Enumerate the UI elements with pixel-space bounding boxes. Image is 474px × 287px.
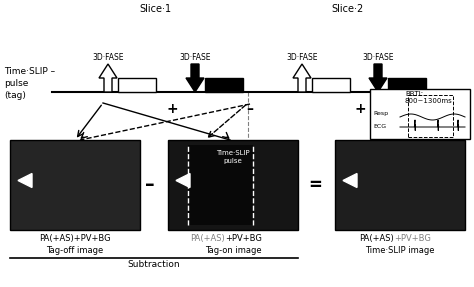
Bar <box>205 78 243 92</box>
Text: Time·SLIP –
pulse
(tag): Time·SLIP – pulse (tag) <box>4 67 55 100</box>
Text: 3D·FASE: 3D·FASE <box>179 53 211 62</box>
Text: Slice·1: Slice·1 <box>139 4 171 14</box>
Text: –: – <box>145 175 155 195</box>
Polygon shape <box>186 64 204 92</box>
Text: –: – <box>246 102 254 116</box>
Bar <box>168 140 298 230</box>
Bar <box>10 140 140 230</box>
Polygon shape <box>176 174 190 187</box>
Text: Time·SLIP image: Time·SLIP image <box>365 246 435 255</box>
Text: PA(+AS)+PV+BG: PA(+AS)+PV+BG <box>39 234 111 243</box>
Text: Slice·2: Slice·2 <box>332 4 364 14</box>
Bar <box>335 140 465 230</box>
Bar <box>118 78 156 92</box>
Text: +PV+BG: +PV+BG <box>394 234 431 243</box>
Bar <box>408 95 453 137</box>
Polygon shape <box>369 64 387 92</box>
Polygon shape <box>343 174 357 187</box>
Text: 3D·FASE: 3D·FASE <box>92 53 124 62</box>
Text: Resp: Resp <box>373 110 388 115</box>
Text: 3D·FASE: 3D·FASE <box>286 53 318 62</box>
Polygon shape <box>18 174 32 187</box>
Text: +: + <box>166 102 178 116</box>
Bar <box>370 89 470 139</box>
Bar <box>312 78 350 92</box>
Bar <box>188 145 253 225</box>
Text: =: = <box>308 176 322 194</box>
Text: ECG: ECG <box>373 125 386 129</box>
Text: +PV+BG: +PV+BG <box>225 234 262 243</box>
Text: PA(+AS): PA(+AS) <box>359 234 394 243</box>
Text: Time·SLIP
pulse: Time·SLIP pulse <box>216 150 250 164</box>
Text: 3D·FASE: 3D·FASE <box>362 53 394 62</box>
Polygon shape <box>293 64 311 92</box>
Text: PA(+AS): PA(+AS) <box>190 234 225 243</box>
Polygon shape <box>99 64 117 92</box>
Text: BBTI:
800~1300ms: BBTI: 800~1300ms <box>405 91 453 104</box>
Text: Subtraction: Subtraction <box>128 260 180 269</box>
Text: +: + <box>354 102 366 116</box>
Bar <box>388 78 426 92</box>
Text: Tag-on image: Tag-on image <box>205 246 261 255</box>
Text: Tag-off image: Tag-off image <box>46 246 104 255</box>
